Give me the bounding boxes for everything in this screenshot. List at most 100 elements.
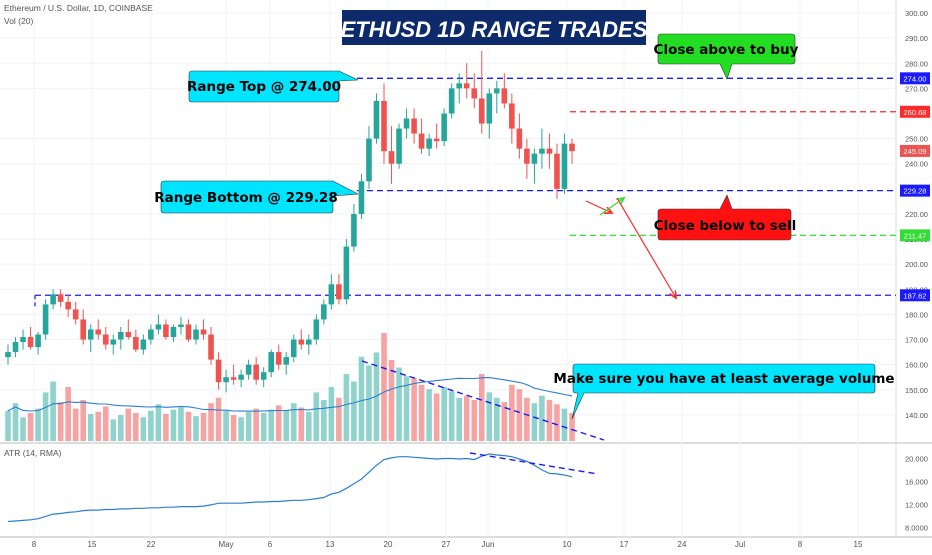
candle-body (381, 100, 387, 152)
candle (516, 113, 523, 159)
volume-bar (306, 411, 312, 441)
volume-bar (463, 395, 470, 441)
volume-note-text: Make sure you have at least average volu… (553, 371, 894, 387)
candle (283, 352, 290, 375)
candle-body (343, 246, 350, 300)
candle-body (411, 118, 417, 134)
volume-bar (336, 397, 342, 441)
volume-trendline (361, 360, 605, 441)
candle-body (230, 377, 237, 380)
volume-bar (170, 409, 177, 441)
candle-body (524, 148, 530, 164)
candle (403, 108, 410, 139)
candle (275, 344, 282, 370)
time-tick-label: 8 (798, 540, 803, 549)
price-tick-label: 140.00 (905, 411, 928, 420)
volume-bar (275, 405, 282, 441)
volume-bar (554, 404, 560, 441)
candle-body (5, 352, 11, 358)
candle (35, 332, 41, 355)
candle-body (494, 88, 500, 94)
candle-body (321, 304, 327, 320)
time-tick-label: 24 (678, 540, 687, 549)
price-tick-label: 170.00 (905, 336, 928, 345)
chart-title: ETHUSD 1D RANGE TRADES (341, 10, 648, 45)
volume-bar (178, 407, 184, 441)
candle (12, 337, 19, 358)
volume-bar (494, 397, 500, 441)
volume-bar (95, 411, 102, 441)
volume-bar (140, 417, 147, 441)
volume-bar (388, 360, 395, 441)
symbol-line: Ethereum / U.S. Dollar, 1D, COINBASE (4, 3, 153, 13)
time-tick-label: Jun (482, 540, 495, 549)
candle (418, 118, 425, 154)
price-tag-label: 211.47 (904, 231, 926, 240)
volume-bar (321, 399, 327, 441)
candle-body (388, 151, 395, 164)
volume-bar (509, 384, 515, 441)
volume-label: Vol (20) (4, 16, 33, 26)
candle-body (95, 329, 102, 335)
candle (223, 369, 229, 393)
volume-bar (486, 392, 493, 441)
volume-bar (215, 397, 222, 441)
candle-body (27, 337, 34, 348)
time-axis[interactable]: 8 15 22 May 6 13 20 27 Jun 10 17 24 Jul 8 15 (32, 540, 863, 549)
candle-body (328, 284, 335, 305)
callout-range-bottom: Range Bottom @ 229.28 (154, 180, 360, 214)
volume-bar (456, 397, 462, 441)
candle (95, 319, 102, 340)
time-tick-label: 10 (563, 540, 572, 549)
candle (215, 352, 222, 390)
candle (381, 83, 387, 164)
candle (494, 80, 500, 114)
atr-tick-label: 12.000 (905, 500, 928, 509)
range-top-text: Range Top @ 274.00 (187, 79, 341, 95)
close-above-text: Close above to buy (654, 42, 799, 58)
candle (170, 324, 177, 343)
candle (57, 289, 64, 307)
candle (456, 73, 462, 104)
candle (396, 123, 402, 169)
candle (20, 329, 26, 350)
volume-bar (118, 415, 124, 441)
volume-bar (448, 391, 455, 441)
volume-average-line (7, 377, 573, 412)
range-bottom-text: Range Bottom @ 229.28 (154, 190, 337, 206)
candle-body (260, 372, 267, 380)
candle-body (223, 377, 229, 383)
price-axis[interactable]: 300.00 290.00 280.00 270.00 250.00 240.00 220.… (905, 9, 928, 420)
candle (313, 314, 320, 345)
candle (155, 314, 162, 335)
price-tag: 229.28 (900, 184, 930, 197)
volume-bar (163, 414, 169, 441)
time-tick-label: 6 (268, 540, 273, 549)
candle (178, 316, 184, 335)
price-tag-bg (900, 229, 930, 242)
time-tick-label: 15 (88, 540, 97, 549)
candle (366, 126, 372, 189)
price-tag-bg (900, 105, 930, 118)
time-tick-label: May (218, 540, 233, 549)
candle (554, 143, 560, 199)
volume-bar (478, 374, 485, 441)
candle-body (12, 342, 19, 353)
callout-close-below: Close below to sell (654, 194, 796, 241)
volume-bar (426, 389, 432, 441)
candle-body (531, 153, 538, 164)
candle-body (118, 332, 124, 340)
candle (72, 301, 79, 325)
candle (388, 126, 395, 184)
time-tick-label: 17 (620, 540, 629, 549)
candle-body (478, 98, 485, 124)
candle-body (403, 118, 410, 129)
candle-body (396, 128, 402, 164)
candle-body (185, 324, 192, 340)
price-tag-bg (900, 184, 930, 197)
breakdown-arrow (616, 197, 676, 298)
time-tick-label: 22 (147, 540, 156, 549)
candle (569, 138, 575, 164)
